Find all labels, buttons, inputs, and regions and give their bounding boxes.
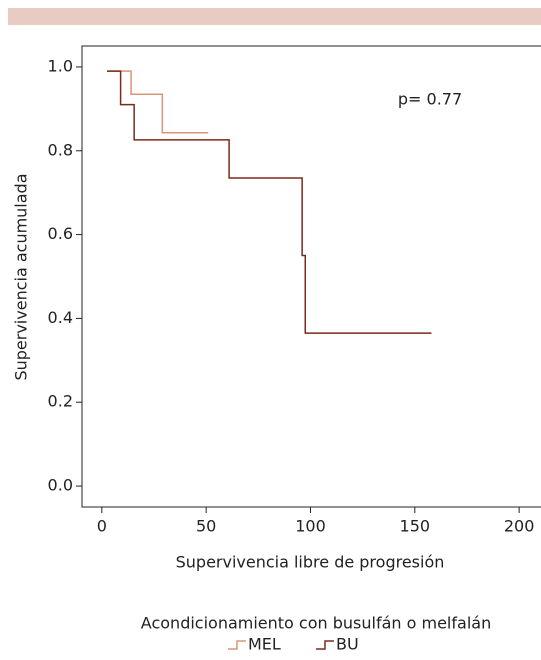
header-band <box>8 8 541 25</box>
survival-curve <box>107 70 432 334</box>
legend-label: BU <box>336 635 359 654</box>
legend-key <box>228 640 246 650</box>
legend-label: MEL <box>248 635 281 654</box>
y-tick-label: 0.6 <box>48 224 73 243</box>
x-tick-label: 50 <box>196 517 216 536</box>
y-tick-label: 1.0 <box>48 56 73 75</box>
y-tick-label: 0.0 <box>48 476 73 495</box>
x-axis-label: Supervivencia libre de progresión <box>176 553 445 572</box>
legend-key <box>316 640 334 650</box>
plot-frame <box>81 45 541 508</box>
y-tick-label: 0.2 <box>48 392 73 411</box>
x-tick-label: 150 <box>400 517 431 536</box>
x-tick-label: 0 <box>97 517 107 536</box>
x-tick-label: 200 <box>504 517 535 536</box>
y-tick-label: 0.4 <box>48 308 73 327</box>
survival-curve <box>107 70 209 134</box>
x-tick-label: 100 <box>295 517 326 536</box>
y-tick-label: 0.8 <box>48 140 73 159</box>
legend-title: Acondicionamiento con busulfán o melfalá… <box>141 614 491 633</box>
p-value: p= 0.77 <box>398 90 462 109</box>
y-axis-label: Supervivencia acumulada <box>12 173 31 380</box>
